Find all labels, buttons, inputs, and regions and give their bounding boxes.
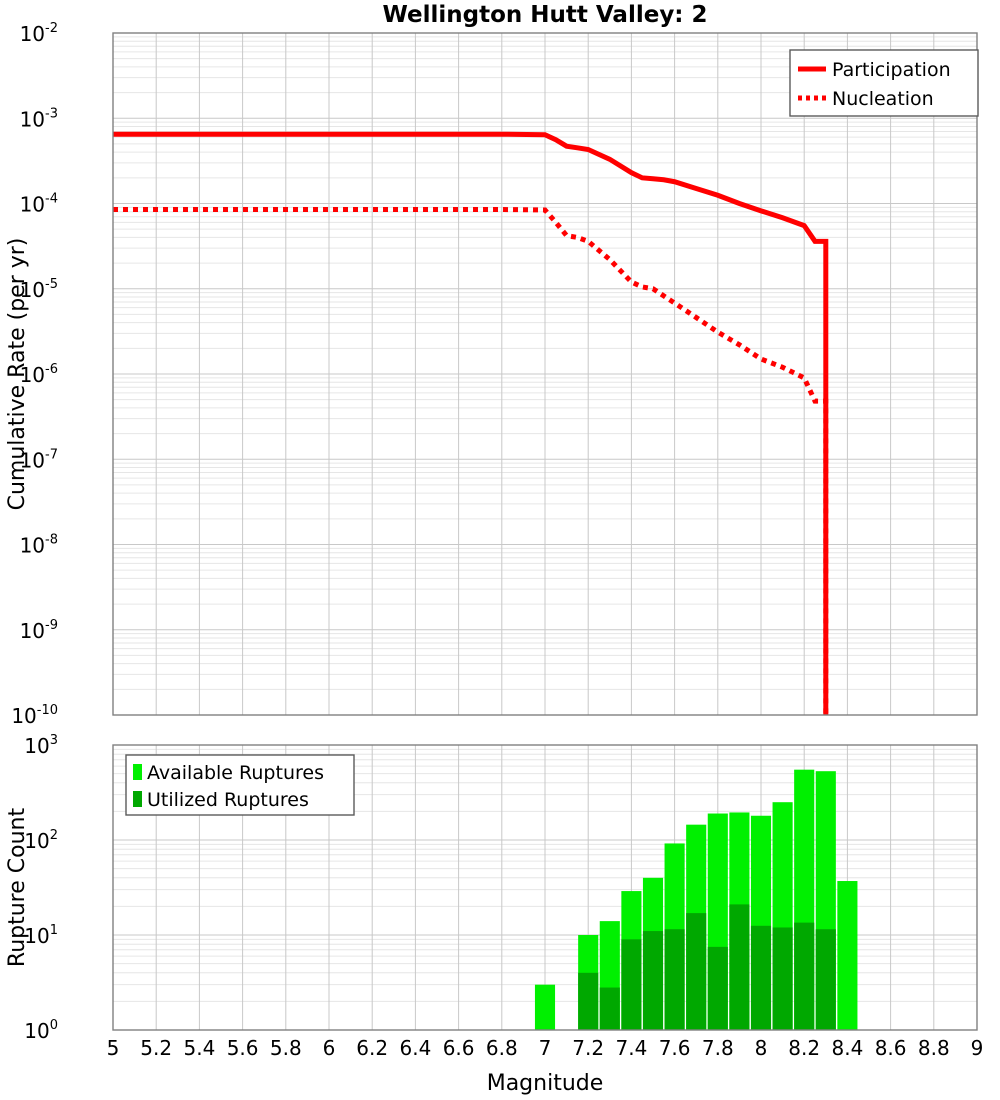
ytick-label-top: 10-3: [20, 106, 58, 131]
xtick-label: 5.4: [183, 1036, 215, 1060]
top-legend[interactable]: Participation Nucleation: [789, 49, 979, 117]
title-group: Wellington Hutt Valley: 2: [382, 2, 707, 28]
bottom-legend-item-label: Utilized Ruptures: [147, 789, 309, 811]
ytick-label-top: 10-2: [20, 21, 58, 46]
top-legend-item-label: Participation: [832, 59, 951, 81]
bottom-panel-frame: [112, 744, 978, 1031]
xtick-label: 5.6: [227, 1036, 259, 1060]
bar-utilized: [707, 946, 728, 1030]
bottom-legend-box[interactable]: [125, 754, 355, 816]
ytick-label-bottom: 100: [24, 1018, 58, 1043]
legend-swatch-available: [133, 764, 142, 780]
bar-available: [534, 984, 556, 1030]
ytick-label-top: 10-9: [20, 618, 58, 643]
xtick-label: 8.8: [918, 1036, 950, 1060]
bar-utilized: [664, 929, 685, 1030]
axis-titles: Magnitude Cumulative Rate (per yr) Rupture…: [5, 238, 603, 1096]
xtick-label: 8.4: [831, 1036, 863, 1060]
xtick-label: 6.2: [356, 1036, 388, 1060]
ytick-label-bottom: 103: [24, 733, 58, 758]
bar-utilized: [642, 931, 664, 1030]
xtick-label: 5: [107, 1036, 120, 1060]
legend-swatch-utilized: [133, 791, 142, 807]
bar-utilized: [578, 972, 599, 1030]
bottom-legend[interactable]: Available Ruptures Utilized Ruptures: [125, 754, 355, 816]
bar-utilized: [815, 929, 836, 1030]
xtick-label: 8.2: [788, 1036, 820, 1060]
bottom-panel-bars: [534, 769, 858, 1030]
bar-utilized: [599, 987, 620, 1030]
bar-utilized: [621, 939, 642, 1030]
top-legend-item-label: Nucleation: [832, 88, 934, 110]
bar-utilized: [794, 922, 815, 1030]
ytick-label-top: 10-8: [20, 533, 58, 558]
bottom-plot-frame: [112, 744, 978, 1031]
bottom-legend-item-label: Available Ruptures: [147, 762, 324, 784]
xtick-label: 6.8: [486, 1036, 518, 1060]
xtick-label: 7.4: [615, 1036, 647, 1060]
top-panel-frame: [112, 32, 978, 716]
series-line-nucleation: [113, 207, 829, 715]
xtick-label: 6: [323, 1036, 336, 1060]
bar-utilized: [772, 927, 793, 1030]
ytick-label-top: 10-4: [20, 192, 58, 217]
xtick-label: 7.6: [659, 1036, 691, 1060]
xtick-labels: 5 5.2 5.4 5.6 5.8 6 6.2 6.4 6.6 6.8 7 7.2 7.4 7.6 7.8 8…: [107, 1036, 984, 1060]
xtick-label: 6.4: [399, 1036, 431, 1060]
top-panel-series: [113, 131, 829, 715]
ytick-label-top: 10-7: [20, 447, 58, 472]
xtick-label: 8.6: [875, 1036, 907, 1060]
xtick-label: 5.2: [140, 1036, 172, 1060]
page-title: Wellington Hutt Valley: 2: [382, 2, 707, 28]
xtick-label: 7.2: [572, 1036, 604, 1060]
ytick-label-top: 10-10: [11, 703, 58, 728]
bar-utilized: [686, 913, 707, 1030]
top-legend-box[interactable]: [789, 49, 979, 117]
xtick-label: 9: [971, 1036, 984, 1060]
top-panel-grid: [112, 32, 978, 716]
bar-utilized: [750, 925, 772, 1030]
xtick-label: 5.8: [270, 1036, 302, 1060]
yaxis-label-top: Cumulative Rate (per yr): [5, 238, 30, 511]
yaxis-label-bottom: Rupture Count: [5, 808, 30, 968]
bar-available: [837, 881, 858, 1030]
ytick-label-top: 10-6: [20, 362, 58, 387]
bar-utilized: [729, 904, 750, 1030]
xaxis-label: Magnitude: [487, 1071, 604, 1096]
series-line-participation: [113, 131, 829, 715]
xtick-label: 7: [539, 1036, 552, 1060]
top-plot-frame: [112, 32, 978, 716]
xtick-label: 7.8: [702, 1036, 734, 1060]
xtick-label: 8: [755, 1036, 768, 1060]
xtick-label: 6.6: [443, 1036, 475, 1060]
